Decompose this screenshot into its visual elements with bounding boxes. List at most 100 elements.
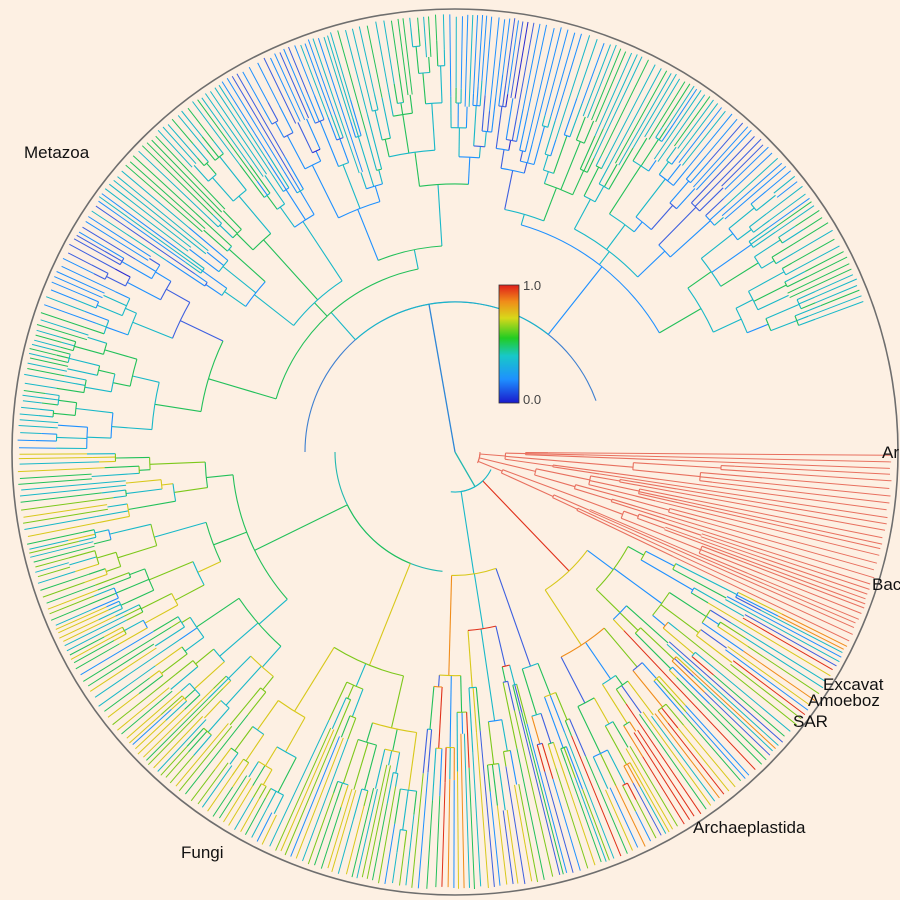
tree-branch <box>677 727 730 792</box>
tree-branch <box>286 135 306 170</box>
tree-branch <box>96 510 129 518</box>
tree-branch <box>573 198 591 230</box>
tree-branch <box>261 645 282 668</box>
tree-branch <box>403 830 408 848</box>
tree-arc <box>451 567 497 576</box>
tree-branch <box>700 233 734 259</box>
tree-branch <box>635 811 652 842</box>
tree-branch <box>514 710 554 877</box>
tree-branch <box>167 124 198 159</box>
tree-branch <box>659 478 887 511</box>
tree-branch <box>426 800 433 889</box>
tree-branch <box>516 748 545 881</box>
tree-arc <box>439 674 461 677</box>
tree-branch <box>629 745 678 827</box>
tree-branch <box>378 786 397 884</box>
tree-branch <box>219 156 247 191</box>
tree-branch <box>720 469 747 472</box>
tree-branch <box>18 478 92 485</box>
tree-branch <box>394 788 401 824</box>
tree-arc <box>418 71 430 74</box>
tree-branch <box>44 304 97 324</box>
tree-branch <box>306 103 316 124</box>
tree-branch <box>638 491 678 501</box>
tree-branch <box>427 729 433 773</box>
tree-branch <box>351 787 375 878</box>
tree-branch <box>106 326 129 336</box>
tree-branch <box>113 633 127 642</box>
tree-branch <box>627 680 654 716</box>
tree-branch <box>765 170 792 192</box>
tree-branch <box>672 166 689 186</box>
tree-branch <box>504 170 514 210</box>
tree-branch <box>437 184 443 247</box>
tree-branch <box>577 706 601 754</box>
tree-branch <box>317 38 363 173</box>
tree-branch <box>64 375 87 381</box>
tree-branch <box>502 682 518 749</box>
tree-branch <box>262 676 274 691</box>
tree-branch <box>606 224 626 250</box>
tree-branch <box>544 589 582 646</box>
tree-arc <box>735 592 739 598</box>
tree-branch <box>583 120 595 144</box>
tree-branch <box>714 216 724 226</box>
tree-branch <box>390 20 400 74</box>
tree-arc <box>121 298 131 316</box>
tree-arc <box>74 402 78 416</box>
tree-branch <box>552 742 570 790</box>
tree-arc <box>158 670 164 676</box>
tree-branch <box>760 609 843 654</box>
tree-arc <box>189 683 201 696</box>
tree-arc <box>521 224 660 334</box>
tree-branch <box>374 110 383 141</box>
tree-branch <box>193 734 212 756</box>
tree-branch <box>620 478 677 490</box>
tree-branch <box>442 14 445 50</box>
tree-branch <box>357 209 379 261</box>
tree-arc <box>345 697 351 701</box>
tree-branch <box>622 785 637 812</box>
tree-arc <box>537 742 543 746</box>
tree-branch <box>104 465 140 469</box>
tree-branch <box>64 615 125 647</box>
tree-branch <box>222 680 232 690</box>
tree-branch <box>589 510 855 629</box>
tree-branch <box>520 214 525 226</box>
tree-branch <box>75 563 99 573</box>
tree-branch <box>676 499 883 545</box>
tree-branch <box>678 107 722 164</box>
tree-arc <box>95 301 100 309</box>
tree-branch <box>330 312 356 341</box>
tree-branch <box>96 322 107 328</box>
tree-branch <box>103 626 123 638</box>
tree-branch <box>149 258 161 266</box>
tree-branch <box>37 566 71 578</box>
tree-branch <box>422 729 429 774</box>
tree-branch <box>498 763 506 811</box>
tree-branch <box>184 689 196 700</box>
tree-branch <box>760 572 862 614</box>
tree-branch <box>777 615 844 650</box>
tree-branch <box>690 592 709 604</box>
tree-branch <box>672 88 698 126</box>
tree-arc <box>150 524 158 546</box>
tree-branch <box>820 289 860 307</box>
tree-branch <box>414 152 421 187</box>
tree-arc <box>232 229 242 239</box>
tree-branch <box>138 150 208 217</box>
tree-branch <box>807 256 848 278</box>
tree-branch <box>265 788 272 799</box>
tree-branch <box>55 606 107 630</box>
tree-arc <box>314 119 325 124</box>
tree-branch <box>203 229 228 252</box>
tree-branch <box>441 782 446 887</box>
tree-branch <box>125 164 203 233</box>
tree-branch <box>586 549 614 571</box>
tree-branch <box>662 627 695 655</box>
tree-branch <box>151 139 223 213</box>
tree-branch <box>204 93 264 177</box>
tree-branch <box>701 533 870 590</box>
tree-branch <box>175 723 229 787</box>
tree-arc <box>496 147 509 151</box>
